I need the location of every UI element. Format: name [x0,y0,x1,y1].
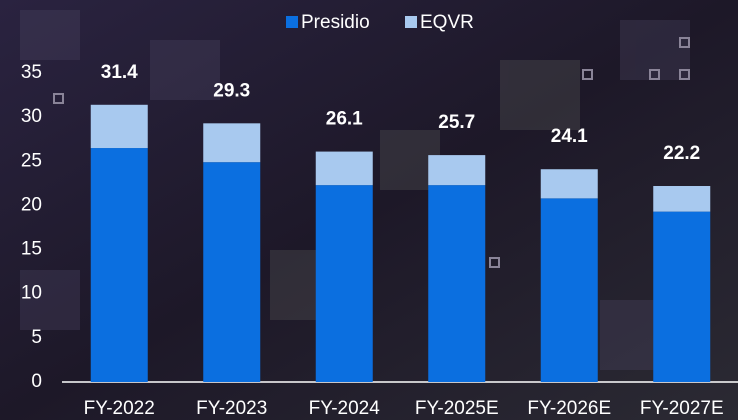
y-tick-label: 20 [21,194,42,215]
bar-segment [91,148,148,382]
bar-segment [541,198,598,382]
y-tick-label: 30 [21,106,42,127]
total-label: 24.1 [551,126,588,147]
total-label: 31.4 [101,62,138,83]
bar-segment [653,186,710,212]
total-label: 26.1 [326,109,363,130]
legend-swatch [405,16,417,28]
total-label: 25.7 [438,112,475,133]
x-tick-label: FY-2022 [84,398,155,419]
bar-segment [203,123,260,162]
y-tick-label: 0 [31,371,42,392]
legend-swatch [286,16,298,28]
bar-segment [428,155,485,185]
y-tick-label: 25 [21,150,42,171]
y-tick-label: 35 [21,62,42,83]
total-label: 29.3 [213,80,250,101]
y-tick-label: 10 [21,283,42,304]
bar-segment [541,169,598,198]
bar-segment [316,185,373,382]
chart: 0 5 10 15 20 25 30 35 Presidio EQVR 31.4 FY-2022 29.… [0,0,738,420]
bar-segment [91,105,148,148]
x-tick-label: FY-2026E [527,398,611,419]
total-label: 22.2 [663,143,700,164]
bar-segment [316,152,373,186]
bar-segment [428,185,485,382]
x-tick-label: FY-2023 [196,398,267,419]
legend-label: EQVR [420,12,474,33]
y-tick-label: 5 [31,327,42,348]
y-tick-label: 15 [21,239,42,260]
x-tick-label: FY-2025E [415,398,499,419]
bar-segment [203,162,260,382]
x-tick-label: FY-2027E [640,398,724,419]
bar-segment [653,212,710,382]
x-tick-label: FY-2024 [309,398,381,419]
legend-label: Presidio [301,12,370,33]
